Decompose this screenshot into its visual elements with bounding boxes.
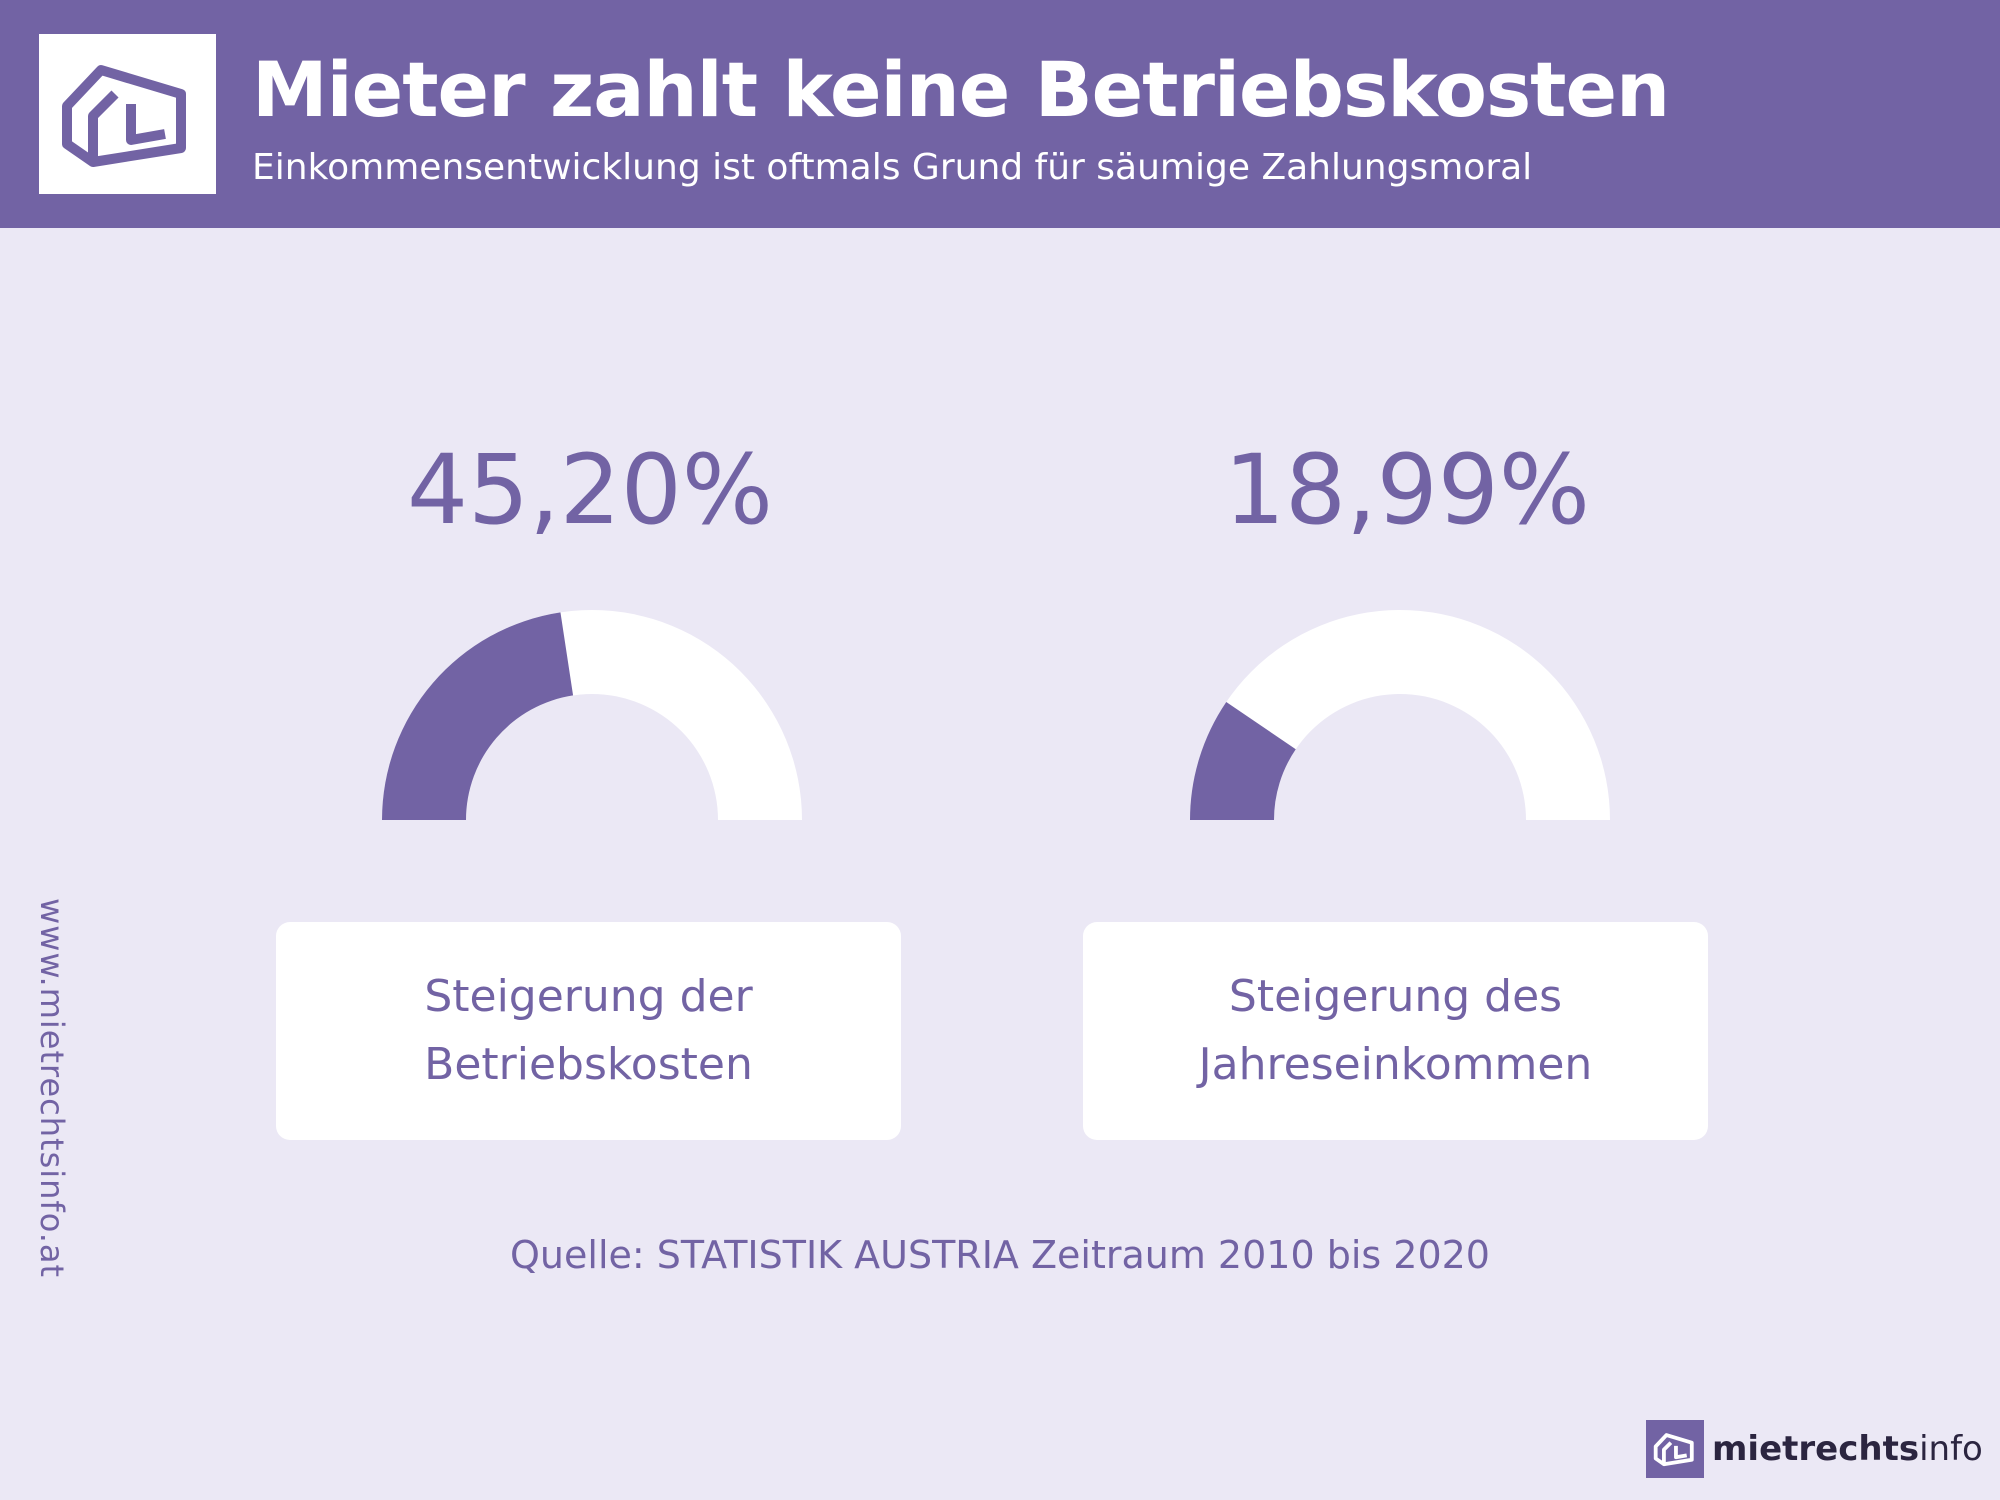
brand-logo: mietrechtsinfo [1646,1420,1983,1478]
logo [39,34,216,194]
side-url: www.mietrechtsinfo.at [33,897,71,1279]
gauge-betriebskosten [382,610,802,820]
gauge-fill-jahreseinkommen [1190,702,1296,820]
label-card-jahreseinkommen: Steigerung des Jahreseinkommen [1083,922,1708,1140]
brand-light: info [1919,1429,1983,1469]
gauge-track [1190,610,1610,820]
stat-value-jahreseinkommen: 18,99% [1223,434,1591,546]
source-note: Quelle: STATISTIK AUSTRIA Zeitraum 2010 … [510,1233,1490,1277]
brand-wordmark: mietrechtsinfo [1712,1429,1983,1469]
header-banner: Mieter zahlt keine Betriebskosten Einkom… [0,0,2000,228]
page-subtitle: Einkommensentwicklung ist oftmals Grund … [252,147,1533,188]
gauge-fill-betriebskosten [382,612,574,820]
house-logo-icon [61,65,186,167]
label-jahreseinkommen: Steigerung des Jahreseinkommen [1198,971,1593,1090]
label-betriebskosten: Steigerung der Betriebskosten [424,971,753,1090]
label-card-betriebskosten: Steigerung der Betriebskosten [276,922,901,1140]
house-brand-icon [1646,1420,1704,1478]
gauge-jahreseinkommen [1190,610,1610,820]
stat-value-betriebskosten: 45,20% [406,434,774,546]
page-title: Mieter zahlt keine Betriebskosten [252,45,1670,134]
brand-bold: mietrechts [1712,1429,1920,1469]
